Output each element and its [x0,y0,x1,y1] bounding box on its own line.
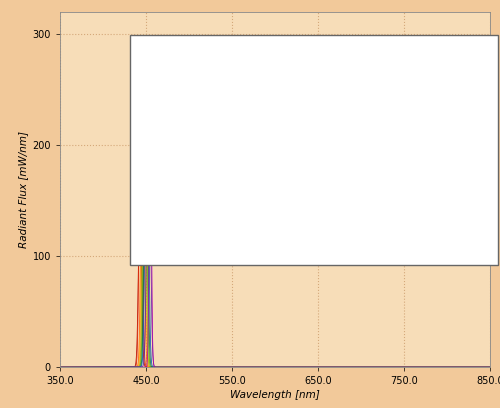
FancyBboxPatch shape [130,35,498,265]
X-axis label: Wavelength [nm]: Wavelength [nm] [230,390,320,400]
Y-axis label: Radiant Flux [mW/nm]: Radiant Flux [mW/nm] [18,131,28,248]
